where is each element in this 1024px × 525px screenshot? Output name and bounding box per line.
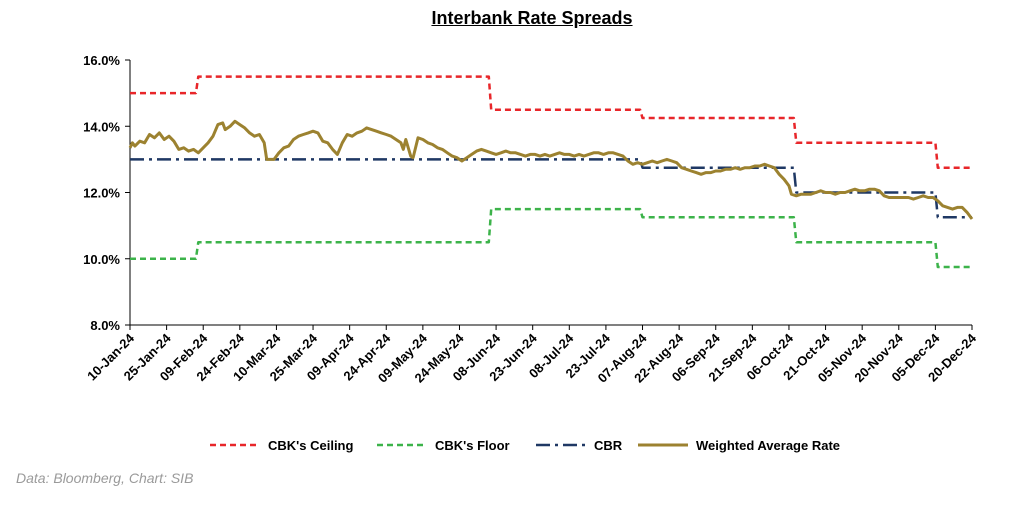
y-tick-label: 10.0% xyxy=(83,252,120,267)
series-line-cbk-s-floor xyxy=(130,207,972,269)
y-tick-label: 16.0% xyxy=(83,53,120,68)
series-line-cbk-s-ceiling xyxy=(130,75,972,169)
legend-label: CBK's Floor xyxy=(435,438,510,453)
y-tick-label: 14.0% xyxy=(83,119,120,134)
legend-label: CBR xyxy=(594,438,623,453)
series-line-weighted-average-rate xyxy=(128,119,974,220)
chart-title: Interbank Rate Spreads xyxy=(431,8,633,28)
source-note: Data: Bloomberg, Chart: SIB xyxy=(16,470,194,486)
y-tick-label: 8.0% xyxy=(90,318,120,333)
legend: CBK's Ceiling CBK's Floor CBR Weighted Aver… xyxy=(210,438,840,453)
series-lines xyxy=(128,75,974,269)
series-line-cbr xyxy=(130,158,972,219)
legend-label: Weighted Average Rate xyxy=(696,438,840,453)
legend-label: CBK's Ceiling xyxy=(268,438,353,453)
axes: 8.0%10.0%12.0%14.0%16.0%10-Jan-2425-Jan-… xyxy=(83,53,980,386)
y-tick-label: 12.0% xyxy=(83,186,120,201)
